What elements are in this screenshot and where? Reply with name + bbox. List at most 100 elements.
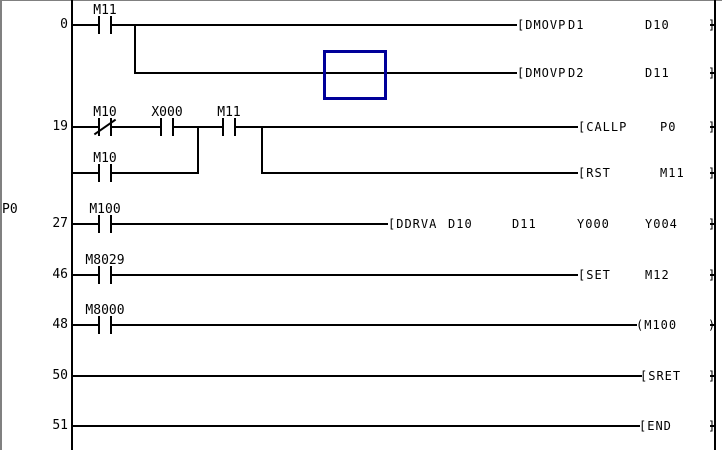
instruction-text: ]: [708, 166, 717, 180]
wire: [710, 172, 714, 174]
instruction-text: ): [708, 318, 717, 332]
instruction-text: [DMOVP: [517, 18, 567, 32]
selection-cursor[interactable]: [323, 50, 387, 100]
contact-bar: [98, 215, 100, 233]
contact-m10-nc[interactable]: M10: [85, 105, 125, 147]
wire: [72, 274, 578, 276]
window-border-left: [0, 0, 2, 450]
instruction-text: ]: [708, 66, 717, 80]
contact-bar: [98, 118, 100, 136]
instruction-callp-p0[interactable]: [CALLP P0]: [578, 119, 716, 135]
contact-label: M10: [93, 151, 117, 166]
contact-m11[interactable]: M11: [85, 3, 125, 45]
rung-number: 27: [52, 216, 68, 231]
wire: [710, 72, 714, 74]
contact-bar: [110, 16, 112, 34]
instruction-text: [END: [639, 419, 672, 433]
instruction-text: ]: [708, 120, 717, 134]
instruction-text: D10: [645, 18, 670, 32]
wire: [710, 274, 714, 276]
contact-label: M8000: [85, 303, 125, 318]
instruction-end[interactable]: [END]: [639, 418, 716, 434]
wire: [710, 324, 714, 326]
contact-label: M11: [217, 105, 241, 120]
contact-bar: [172, 118, 174, 136]
instruction-text: M12: [645, 268, 670, 282]
contact-m8000[interactable]: M8000: [85, 303, 125, 345]
contact-bar: [110, 118, 112, 136]
contact-label: M10: [93, 105, 117, 120]
instruction-text: D2: [568, 66, 585, 80]
instruction-text: Y004: [645, 217, 678, 231]
pointer-label-p0: P0: [2, 202, 18, 217]
wire: [710, 425, 714, 427]
contact-gap: [100, 172, 110, 174]
instruction-text: D1: [568, 18, 585, 32]
instruction-text: ]: [708, 268, 717, 282]
contact-bar: [98, 16, 100, 34]
rung-number: 19: [52, 119, 68, 134]
instruction-set-m12[interactable]: [SET M12]: [578, 267, 716, 283]
instruction-text: (M100: [636, 318, 678, 332]
wire-vertical: [197, 127, 199, 174]
contact-m10[interactable]: M10: [85, 151, 125, 193]
instruction-text: ]: [708, 18, 717, 32]
wire: [72, 425, 640, 427]
wire: [710, 375, 714, 377]
wire: [72, 126, 578, 128]
contact-gap: [100, 24, 110, 26]
instruction-text: [SRET: [640, 369, 682, 383]
contact-gap: [162, 126, 172, 128]
wire: [710, 223, 714, 225]
instruction-text: ]: [708, 217, 717, 231]
contact-gap: [100, 324, 110, 326]
instruction-rst-m11[interactable]: [RST M11]: [578, 165, 716, 181]
contact-x000[interactable]: X000: [147, 105, 187, 147]
instruction-text: D11: [512, 217, 537, 231]
wire: [72, 223, 388, 225]
contact-gap: [100, 223, 110, 225]
contact-bar: [222, 118, 224, 136]
contact-gap: [100, 274, 110, 276]
wire: [72, 375, 642, 377]
contact-label: M100: [89, 202, 121, 217]
instruction-text: ]: [708, 419, 717, 433]
wire: [135, 72, 517, 74]
contact-bar: [98, 316, 100, 334]
instruction-sret[interactable]: [SRET]: [640, 368, 716, 384]
contact-bar: [234, 118, 236, 136]
wire-vertical: [134, 25, 136, 74]
rung-number: 0: [60, 17, 68, 32]
instruction-ddrva[interactable]: [DDRVA D10 D11 Y000 Y004]: [388, 216, 716, 232]
instruction-text: [RST: [578, 166, 611, 180]
contact-m8029[interactable]: M8029: [85, 253, 125, 295]
wire: [72, 172, 198, 174]
instruction-dmovp-2[interactable]: [DMOVP D2 D11]: [517, 65, 716, 81]
contact-m100[interactable]: M100: [85, 202, 125, 244]
wire: [262, 172, 578, 174]
wire: [710, 126, 714, 128]
instruction-text: D11: [645, 66, 670, 80]
contact-label: M8029: [85, 253, 125, 268]
instruction-dmovp-1[interactable]: [DMOVP D1 D10]: [517, 17, 716, 33]
right-power-rail: [714, 0, 716, 450]
instruction-out-m100[interactable]: (M100): [636, 317, 716, 333]
contact-bar: [110, 266, 112, 284]
instruction-text: Y000: [577, 217, 610, 231]
rung-number: 46: [52, 267, 68, 282]
instruction-text: P0: [660, 120, 677, 134]
contact-label: M11: [93, 3, 117, 18]
instruction-text: D10: [448, 217, 473, 231]
instruction-text: M11: [660, 166, 685, 180]
contact-label: X000: [151, 105, 183, 120]
instruction-text: [DDRVA: [388, 217, 438, 231]
contact-m11[interactable]: M11: [209, 105, 249, 147]
wire: [710, 24, 714, 26]
contact-bar: [110, 316, 112, 334]
instruction-text: [DMOVP: [517, 66, 567, 80]
contact-bar: [160, 118, 162, 136]
left-power-rail: [71, 0, 73, 450]
rung-number: 51: [52, 418, 68, 433]
contact-bar: [110, 215, 112, 233]
